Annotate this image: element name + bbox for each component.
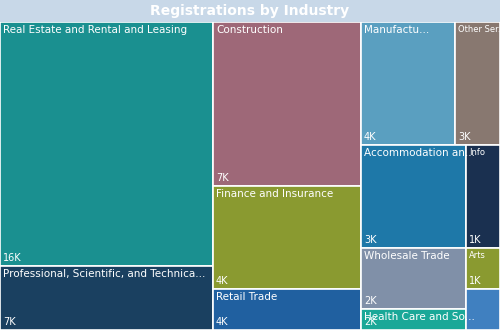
Text: 2K: 2K	[364, 296, 376, 307]
Text: 2K: 2K	[364, 317, 376, 327]
Bar	[213, 186, 361, 289]
Text: 4K: 4K	[216, 317, 228, 327]
Bar	[466, 145, 500, 248]
Text: 3K: 3K	[364, 235, 376, 245]
Bar	[466, 289, 500, 330]
Bar	[361, 22, 455, 145]
Bar	[361, 310, 466, 330]
Bar	[455, 22, 500, 145]
Text: Info: Info	[469, 148, 485, 157]
Bar	[361, 248, 466, 310]
Text: 1K: 1K	[469, 235, 482, 245]
Text: 7K: 7K	[3, 317, 16, 327]
Text: Real Estate and Rental and Leasing: Real Estate and Rental and Leasing	[3, 25, 187, 35]
Text: Manufactu...: Manufactu...	[364, 25, 429, 35]
Bar	[0, 266, 213, 330]
Bar	[361, 145, 466, 248]
Text: 16K: 16K	[3, 253, 22, 263]
Text: Finance and Insurance: Finance and Insurance	[216, 189, 333, 199]
Text: Arts: Arts	[469, 251, 486, 260]
Text: Accommodation an...: Accommodation an...	[364, 148, 475, 158]
Text: 3K: 3K	[458, 132, 470, 142]
Bar	[213, 22, 361, 186]
Bar	[213, 289, 361, 330]
Bar	[466, 248, 500, 289]
Text: Registrations by Industry: Registrations by Industry	[150, 4, 350, 18]
Text: 7K: 7K	[216, 173, 228, 183]
Text: Health Care and So...: Health Care and So...	[364, 313, 475, 322]
Bar	[0, 22, 213, 266]
Text: Professional, Scientific, and Technica...: Professional, Scientific, and Technica..…	[3, 269, 205, 280]
Text: 4K: 4K	[364, 132, 376, 142]
Text: 4K: 4K	[216, 276, 228, 286]
Text: Construction: Construction	[216, 25, 283, 35]
Text: Wholesale Trade: Wholesale Trade	[364, 251, 450, 261]
Text: 1K: 1K	[469, 276, 482, 286]
Text: Other Ser...: Other Ser...	[458, 25, 500, 34]
Text: Retail Trade: Retail Trade	[216, 292, 277, 302]
